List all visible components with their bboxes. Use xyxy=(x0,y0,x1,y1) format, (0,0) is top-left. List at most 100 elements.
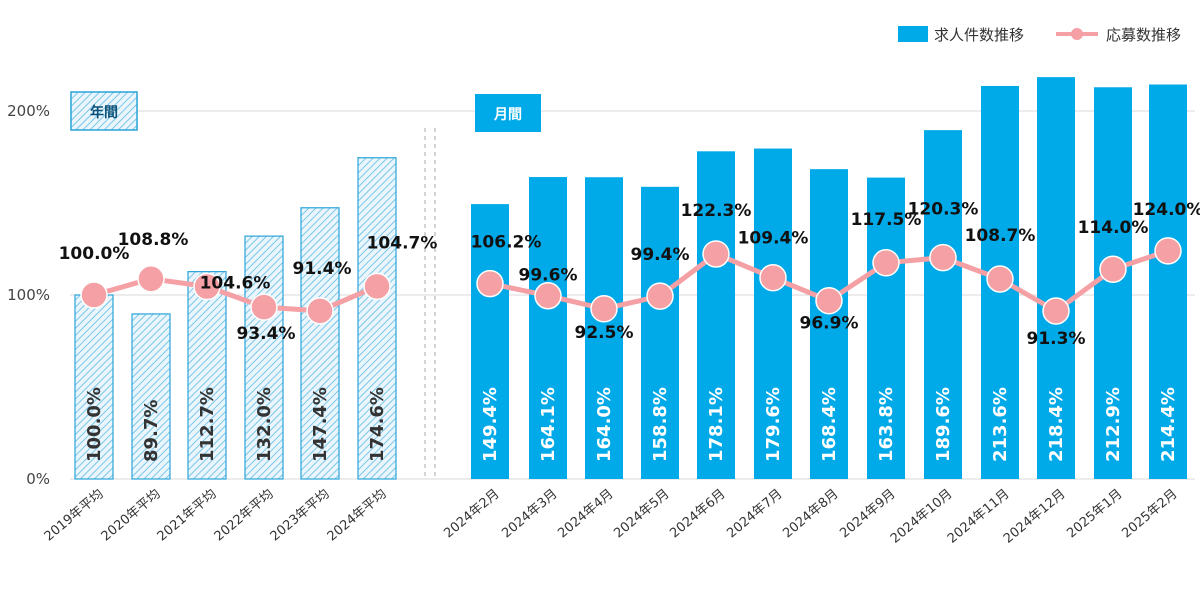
line-value-label: 122.3% xyxy=(681,201,752,221)
bar-value-label: 214.4% xyxy=(1158,387,1179,462)
bar-value-label: 178.1% xyxy=(706,387,727,462)
legend: 求人件数推移 応募数推移 xyxy=(898,26,1181,44)
bar-value-label: 218.4% xyxy=(1046,387,1067,462)
x-tick-label: 2024年8月 xyxy=(780,487,841,542)
line-point xyxy=(929,243,957,272)
legend-line-marker xyxy=(1071,28,1083,40)
y-tick-label: 100% xyxy=(7,286,50,304)
legend-line-label: 応募数推移 xyxy=(1106,26,1181,44)
line-point xyxy=(534,281,562,310)
bar-value-label: 100.0% xyxy=(84,387,105,462)
line-point xyxy=(759,263,787,292)
bar xyxy=(810,169,848,480)
bar xyxy=(924,130,962,480)
bar xyxy=(1037,77,1075,480)
line-value-label: 100.0% xyxy=(59,244,130,264)
line-point xyxy=(476,269,504,298)
bar-value-label: 147.4% xyxy=(310,387,331,462)
bar-value-label: 213.6% xyxy=(990,387,1011,462)
line-point xyxy=(193,272,221,301)
x-tick-label: 2025年1月 xyxy=(1064,487,1125,542)
legend-bar-label: 求人件数推移 xyxy=(934,26,1024,44)
bars xyxy=(74,77,1187,480)
bar-value-label: 112.7% xyxy=(197,387,218,462)
bar xyxy=(697,151,735,479)
x-tick-label: 2024年3月 xyxy=(499,487,560,542)
bar xyxy=(1094,87,1132,479)
section-divider xyxy=(424,128,436,479)
section-tag-annual-label: 年間 xyxy=(90,104,118,121)
x-tick-label: 2025年2月 xyxy=(1119,487,1180,542)
x-tick-label: 2024年2月 xyxy=(441,487,502,542)
line-value-label: 109.4% xyxy=(738,229,809,249)
bar xyxy=(1149,84,1187,479)
x-tick-label: 2024年4月 xyxy=(555,487,616,542)
line-value-label: 108.8% xyxy=(118,230,189,250)
y-axis: 0% 100% 200% xyxy=(7,102,50,488)
line-value-label: 104.6% xyxy=(200,274,271,294)
bar xyxy=(529,177,567,479)
line-value-label: 99.6% xyxy=(519,266,578,286)
x-tick-label: 2024年6月 xyxy=(667,487,728,542)
line-point xyxy=(590,295,618,323)
line-value-label: 114.0% xyxy=(1078,218,1149,238)
bar-value-label: 174.6% xyxy=(367,387,388,462)
bar xyxy=(187,271,227,480)
x-tick-label: 2024年5月 xyxy=(611,487,672,542)
section-tags: 年間 月間 xyxy=(70,91,541,132)
line-point xyxy=(986,265,1014,293)
line-value-label: 124.0% xyxy=(1133,200,1200,220)
bar-labels: 100.0% 89.7% 112.7% 132.0% 147.4% 174.6% 149.4… xyxy=(84,387,1179,462)
x-tick-label: 2024年7月 xyxy=(724,487,785,542)
bar-value-label: 168.4% xyxy=(819,387,840,462)
line-value-label: 104.7% xyxy=(367,233,438,253)
bar xyxy=(471,204,509,479)
x-tick-label: 2024年12月 xyxy=(1001,487,1069,547)
line-value-label: 91.3% xyxy=(1027,329,1086,349)
x-tick-label: 2019年平均 xyxy=(42,487,107,545)
bar xyxy=(357,157,397,480)
bar-value-label: 158.8% xyxy=(650,387,671,462)
line-value-label: 92.5% xyxy=(575,323,634,343)
line-point xyxy=(1042,297,1070,325)
bar xyxy=(641,186,679,480)
bar-value-label: 212.9% xyxy=(1103,387,1124,462)
line-value-label: 106.2% xyxy=(471,233,542,253)
bar xyxy=(754,148,792,479)
bar-value-label: 149.4% xyxy=(480,387,501,462)
line-value-label: 108.7% xyxy=(965,226,1036,246)
bar-value-label: 163.8% xyxy=(876,387,897,462)
bar xyxy=(244,235,284,480)
bar-value-label: 189.6% xyxy=(933,387,954,462)
bar xyxy=(867,177,905,479)
line-point xyxy=(80,281,108,309)
lines xyxy=(80,237,1182,325)
section-tag-monthly-label: 月間 xyxy=(493,107,522,123)
bar-value-label: 179.6% xyxy=(763,387,784,462)
bar xyxy=(300,207,340,480)
bar-value-label: 164.0% xyxy=(594,387,615,462)
bar-value-label: 132.0% xyxy=(254,387,275,462)
bar xyxy=(74,294,114,480)
line-point xyxy=(702,240,730,268)
x-tick-label: 2021年平均 xyxy=(155,487,220,545)
x-tick-label: 2023年平均 xyxy=(268,487,333,545)
x-tick-label: 2024年10月 xyxy=(888,487,956,547)
bar xyxy=(131,313,171,480)
line-point xyxy=(815,286,843,315)
line-point xyxy=(1099,255,1127,283)
line-point xyxy=(1154,237,1182,265)
section-tag-annual xyxy=(70,91,138,131)
line-value-label: 93.4% xyxy=(237,324,296,344)
bar xyxy=(585,177,623,480)
x-tick-label: 2020年平均 xyxy=(99,487,164,545)
line-value-label: 120.3% xyxy=(908,200,979,220)
x-tick-label: 2022年平均 xyxy=(212,487,277,545)
line-value-label: 91.4% xyxy=(293,259,352,279)
line-point xyxy=(137,265,165,293)
line-point xyxy=(250,293,278,321)
y-tick-label: 0% xyxy=(26,470,50,488)
line-point xyxy=(872,249,900,277)
